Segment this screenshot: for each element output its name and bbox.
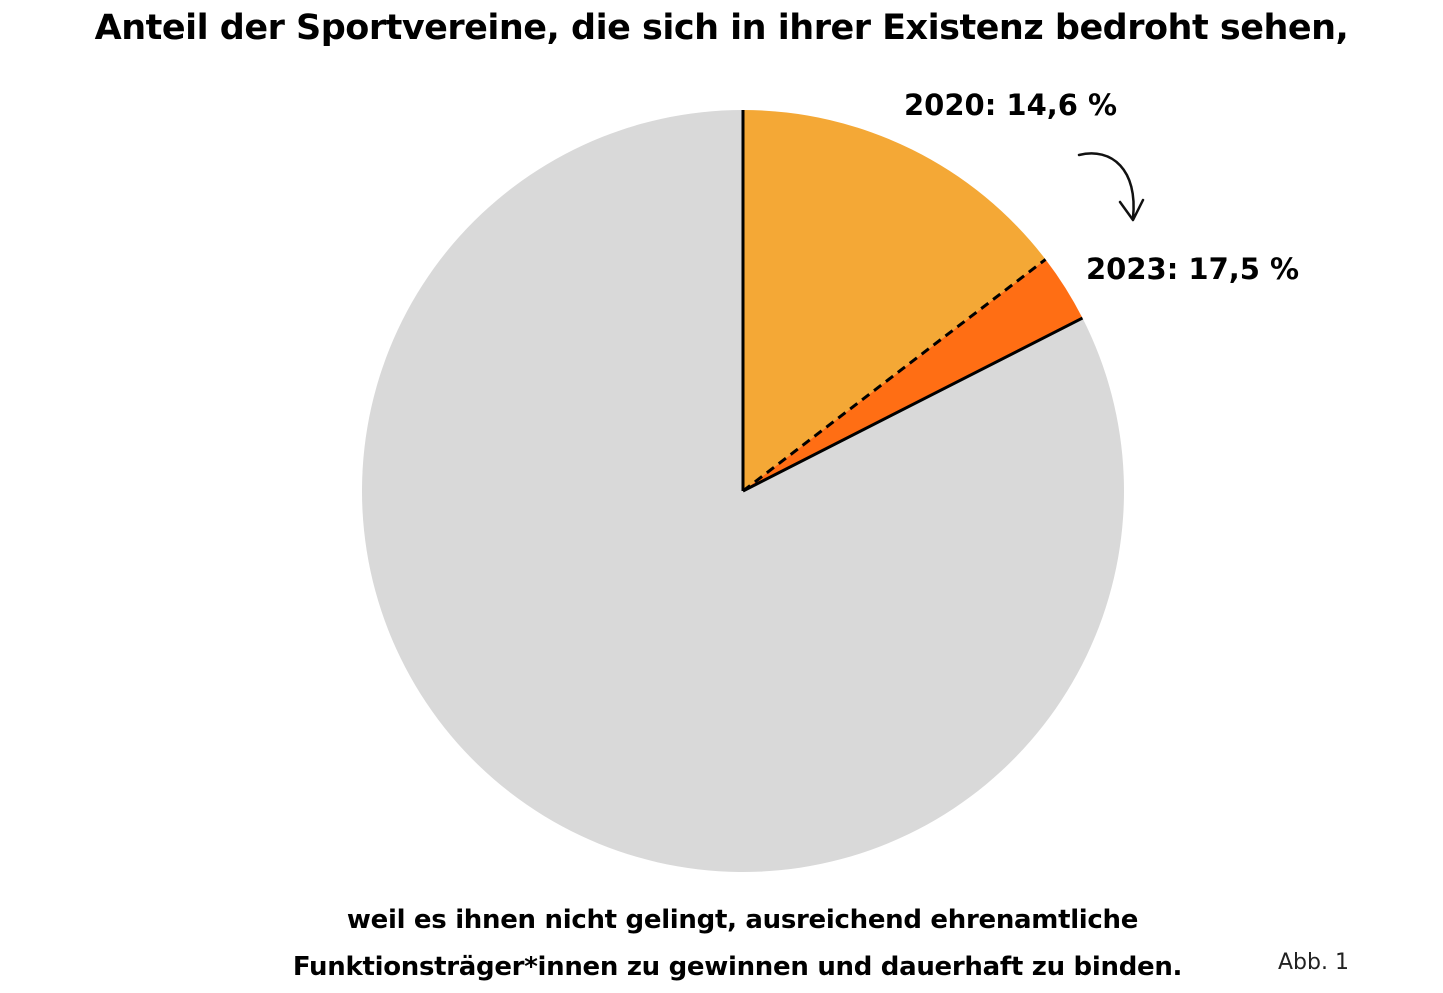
slice-border-2020-dashed <box>742 258 1047 493</box>
chart-title: Anteil der Sportvereine, die sich in ihr… <box>94 8 1349 48</box>
label-2020: 2020: 14,6 % <box>904 88 1117 122</box>
pie-slice-2020 <box>743 110 1046 491</box>
label-2023: 2023: 17,5 % <box>1086 252 1299 286</box>
figure-number: Abb. 1 <box>1278 950 1349 975</box>
slice-border-end <box>742 316 1084 493</box>
pie-slice-increase <box>743 259 1083 491</box>
pie-slice-rest <box>361 110 1124 873</box>
caption-line-2: Funktionsträger*innen zu gewinnen und da… <box>292 952 1183 982</box>
arrow-icon <box>1077 152 1145 222</box>
caption-line-1: weil es ihnen nicht gelingt, ausreichend… <box>346 905 1139 935</box>
